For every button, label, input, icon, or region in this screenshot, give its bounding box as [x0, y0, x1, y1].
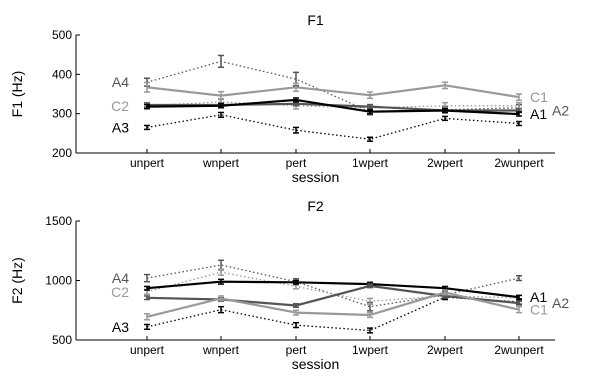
series-label-a1: A1 — [530, 106, 547, 122]
y-axis-label: F1 (Hz) — [9, 71, 25, 118]
y-tick-label: 300 — [52, 107, 72, 121]
series-line — [146, 98, 520, 116]
series-label-a2: A2 — [552, 295, 569, 311]
series-label-c1: C1 — [530, 89, 548, 105]
x-axis-label: session — [292, 169, 339, 185]
x-tick-label: 1wpert — [352, 156, 389, 170]
chart-panel-f1: F1 200 300 400 500 unpert wnpert pert 1wpert 2wpe… — [9, 12, 569, 185]
chart-panel-f2: F2 500 1000 1500 unpert wnpert pert 1wpert 2wper… — [9, 198, 569, 372]
series-label-a4: A4 — [112, 74, 129, 90]
x-tick-label: wnpert — [202, 156, 240, 170]
x-tick-label: pert — [286, 343, 307, 357]
y-tick-label: 1000 — [45, 274, 72, 288]
series-line — [146, 84, 520, 99]
series-line — [146, 60, 520, 113]
y-tick-label: 1500 — [45, 214, 72, 228]
series-a3: A3 — [112, 111, 522, 142]
x-tick-label: 2wunpert — [494, 156, 544, 170]
series-label-a3: A3 — [112, 119, 129, 135]
series-a2: A2 — [144, 283, 569, 311]
y-tick-label: 200 — [52, 146, 72, 160]
series-label-a2: A2 — [552, 103, 569, 119]
series-label-c2: C2 — [111, 98, 129, 114]
series-line — [146, 284, 520, 307]
series-label-c2: C2 — [111, 284, 129, 300]
x-tick-label: 2wpert — [427, 343, 464, 357]
y-tick-label: 400 — [52, 67, 72, 81]
chart-title: F1 — [307, 12, 324, 28]
series-a1: A1 — [144, 97, 547, 122]
series-line — [146, 114, 520, 140]
series-line — [146, 291, 520, 318]
series-c1: C1 — [144, 81, 548, 105]
y-tick-label: 500 — [52, 28, 72, 42]
series-label-a4: A4 — [112, 270, 129, 286]
x-tick-label: 2wunpert — [494, 343, 544, 357]
x-tick-label: 2wpert — [427, 156, 464, 170]
x-tick-label: 1wpert — [352, 343, 389, 357]
series-c1: C1 — [144, 289, 548, 321]
x-tick-label: wnpert — [202, 343, 240, 357]
series-label-a3: A3 — [112, 319, 129, 335]
chart-title: F2 — [307, 198, 324, 214]
series-line — [146, 264, 520, 308]
x-tick-label: unpert — [130, 343, 165, 357]
x-tick-label: pert — [286, 156, 307, 170]
series-line — [146, 280, 520, 299]
x-axis-label: session — [292, 356, 339, 372]
y-axis-label: F2 (Hz) — [9, 257, 25, 304]
series-label-c1: C1 — [530, 302, 548, 318]
series-label-a1: A1 — [530, 289, 547, 305]
y-tick-label: 500 — [52, 333, 72, 347]
x-tick-label: unpert — [130, 156, 165, 170]
